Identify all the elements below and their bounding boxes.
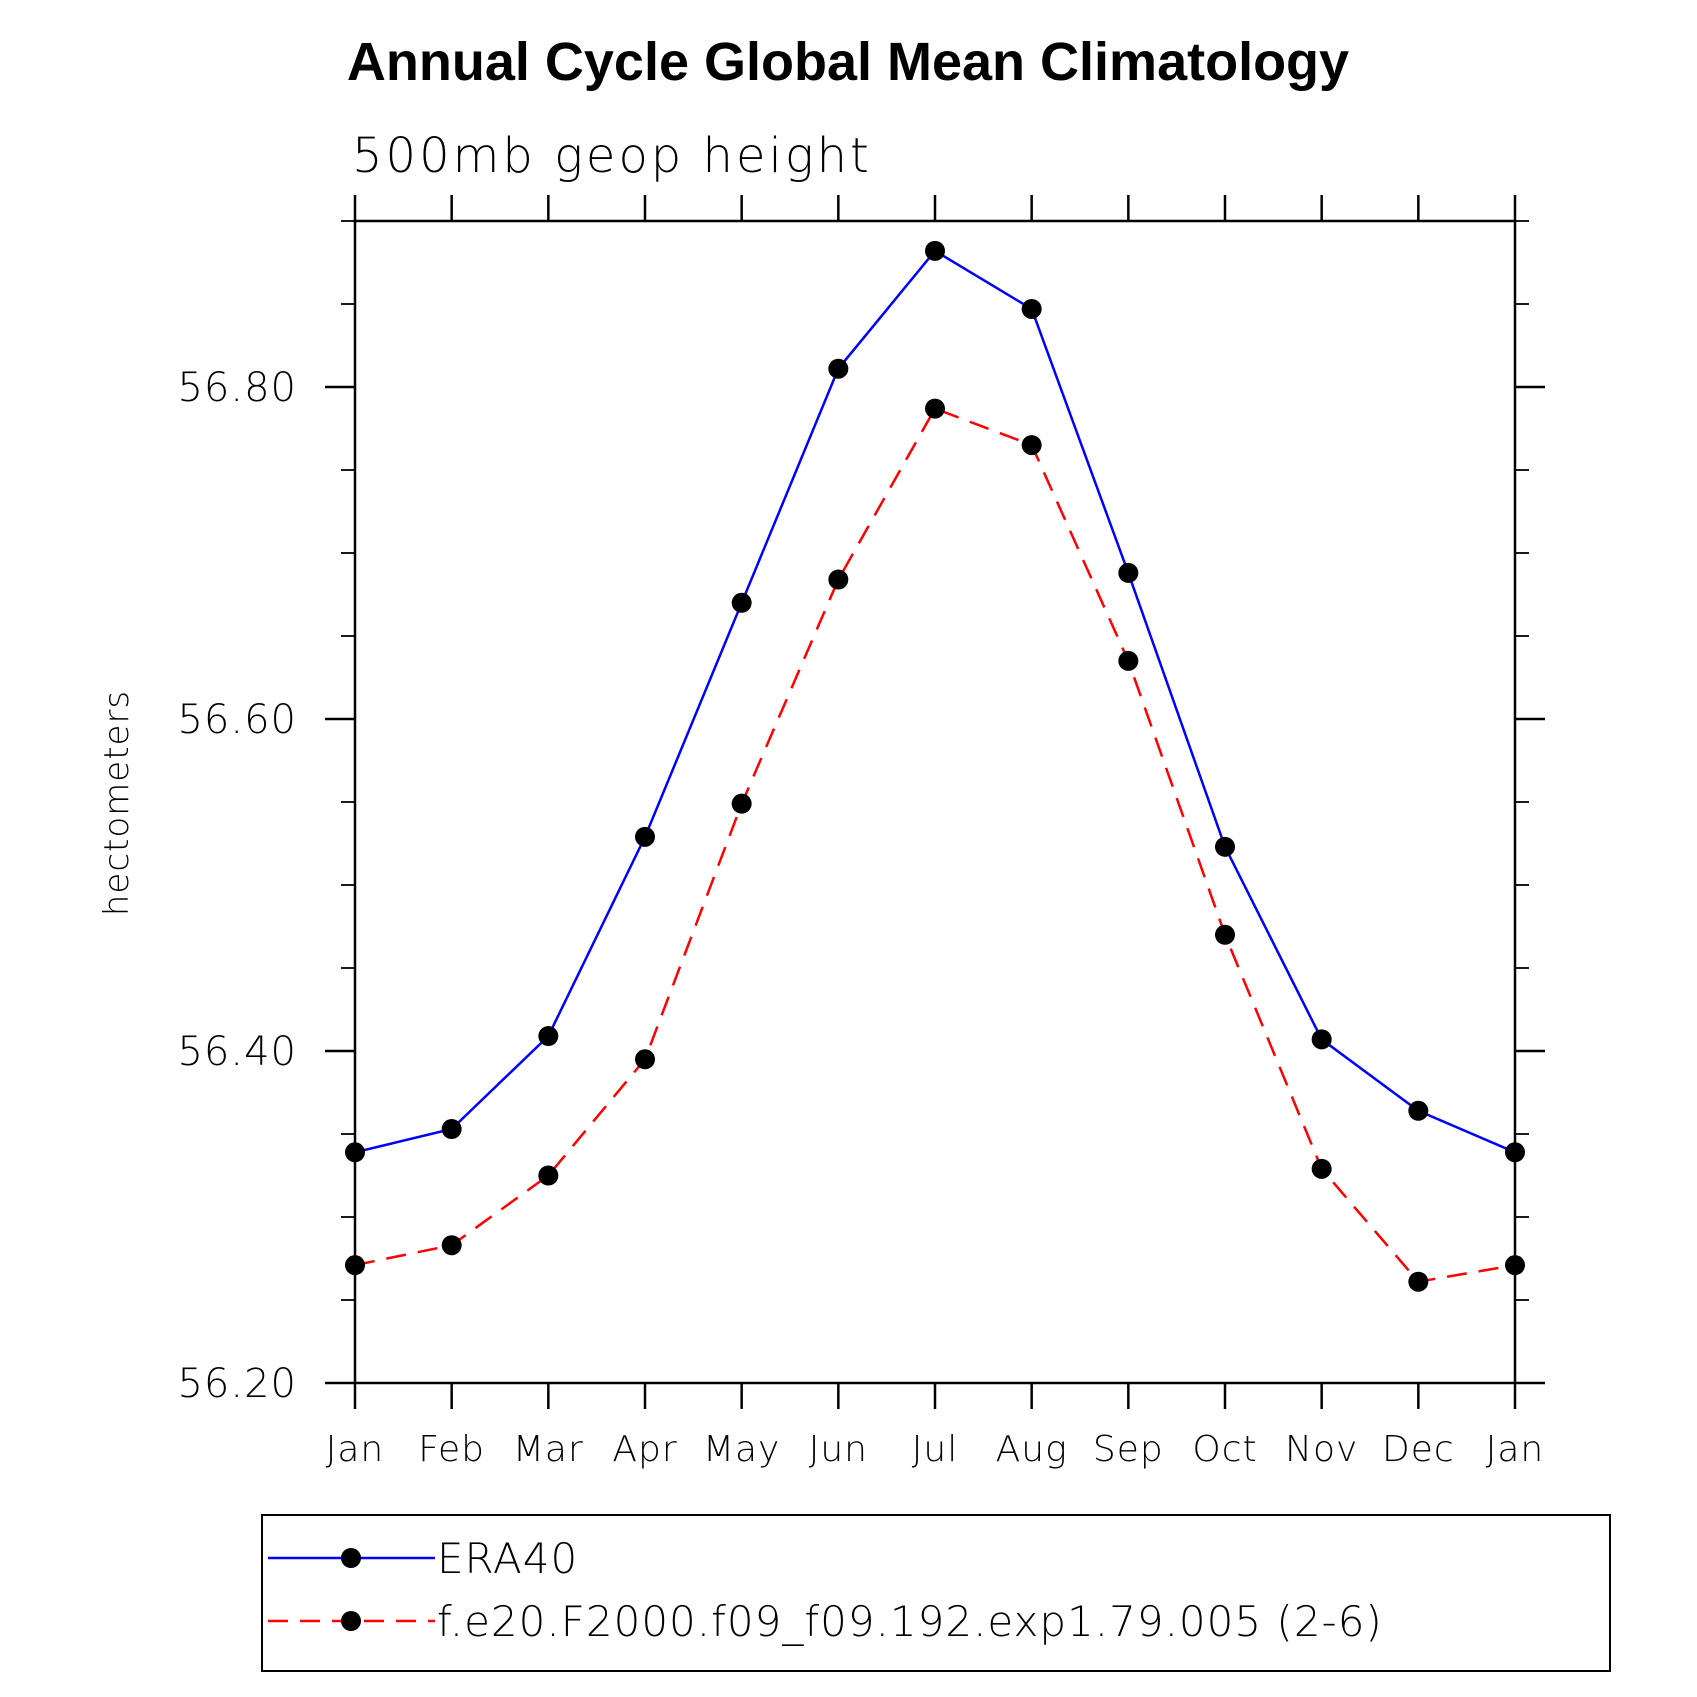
series-1-point: [345, 1142, 365, 1163]
series-1-point: [635, 826, 655, 847]
series-2-point: [1118, 650, 1139, 671]
series-2-point: [1215, 924, 1235, 945]
series-2-point: [345, 1255, 365, 1276]
y-tick-label: 56.40: [177, 1029, 297, 1075]
x-tick-label: Jun: [809, 1429, 868, 1470]
y-tick-label: 56.60: [177, 697, 297, 743]
series-1-point: [1505, 1142, 1525, 1163]
series-1-point: [828, 358, 849, 379]
series-1-point: [1021, 298, 1042, 319]
x-tick-label: Jan: [1486, 1429, 1545, 1470]
series-1-point: [1408, 1100, 1429, 1121]
series-2-point: [1408, 1271, 1429, 1292]
series-2-point: [731, 793, 752, 814]
y-tick-label: 56.80: [177, 365, 297, 411]
series-line-2: [354, 407, 1516, 1284]
legend-marker-1: [341, 1548, 361, 1568]
series-2-point: [828, 569, 849, 590]
series-2-point: [538, 1165, 559, 1186]
series-1-point: [1215, 836, 1235, 857]
legend: ERA40 f.e20.F2000.f09_f09.192.exp1.79.005…: [268, 1534, 1383, 1646]
chart-subtitle: 500mb geop height: [352, 128, 872, 184]
series-1-point: [1118, 562, 1139, 583]
series-2-point: [1021, 435, 1042, 456]
series-2-point: [1311, 1158, 1332, 1179]
chart-title: Annual Cycle Global Mean Climatology: [347, 32, 1349, 92]
legend-marker-2: [341, 1611, 361, 1631]
series-1-point: [925, 240, 945, 261]
x-tick-label: Mar: [513, 1429, 584, 1470]
series-1-point: [731, 592, 752, 613]
y-axis-label: hectometers: [97, 690, 137, 916]
x-tick-label: Oct: [1192, 1429, 1257, 1470]
series-2-point: [1505, 1255, 1525, 1276]
series-2-point: [925, 398, 945, 419]
series-2-point: [635, 1049, 655, 1070]
x-tick-label: Jan: [326, 1429, 385, 1470]
series-1-point: [1311, 1029, 1332, 1050]
x-tick-label: Sep: [1093, 1429, 1164, 1470]
x-tick-label: Aug: [996, 1429, 1068, 1470]
legend-label-2: f.e20.F2000.f09_f09.192.exp1.79.005 (2-6…: [437, 1597, 1383, 1646]
x-tick-label: Jul: [912, 1429, 958, 1470]
plot-frame: [353, 219, 1517, 1385]
series-1-point: [441, 1119, 462, 1140]
legend-label-1: ERA40: [437, 1534, 578, 1583]
x-tick-label: May: [703, 1429, 780, 1470]
x-tick-label: Nov: [1285, 1429, 1358, 1470]
series-1-point: [538, 1026, 559, 1047]
y-tick-label: 56.20: [177, 1361, 297, 1407]
x-tick-label: Apr: [612, 1429, 677, 1470]
series-layer: [345, 240, 1525, 1292]
series-line-1: [354, 249, 1516, 1154]
axes-layer: Jan Feb Mar Apr May Jun Jul Aug Sep Oct Nov Dec Jan 5…: [177, 195, 1545, 1470]
legend-box: [261, 1514, 1611, 1672]
x-tick-label: Dec: [1382, 1429, 1455, 1470]
series-2-point: [441, 1235, 462, 1256]
x-tick-label: Feb: [418, 1429, 485, 1470]
